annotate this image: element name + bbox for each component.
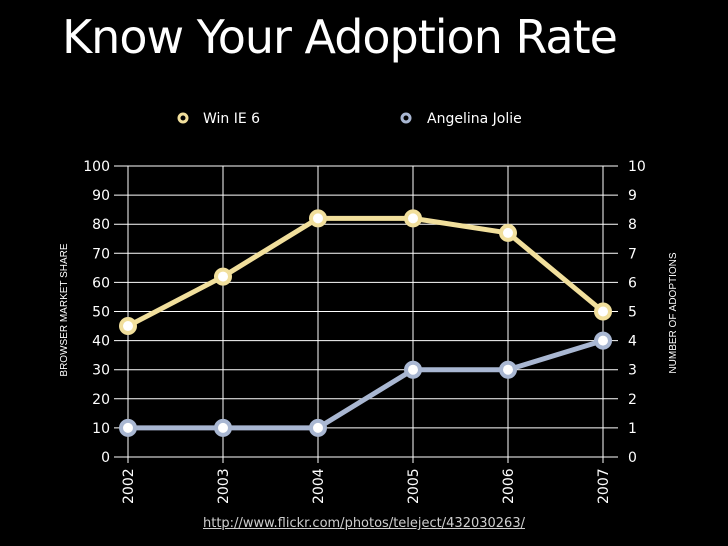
data-point [119,418,137,437]
y-tick-label-left: 10 [92,421,110,437]
y-tick-label-left: 70 [92,246,110,262]
data-point [404,360,422,379]
x-tick-label: 2004 [311,468,327,504]
y-tick-label-left: 60 [92,275,110,291]
y-tick-label-left: 30 [92,363,110,379]
y-tick-label-left: 40 [92,334,110,350]
y-tick-label-right: 8 [628,217,637,233]
y-tick-label-right: 6 [628,275,637,291]
data-point [214,418,232,437]
y-tick-label-right: 0 [628,450,637,466]
y-tick-label-left: 20 [92,392,110,408]
y-tick-label-right: 3 [628,363,637,379]
data-point [309,209,327,228]
x-tick-label: 2005 [406,468,422,504]
legend-marker [177,112,189,124]
data-point [594,302,612,321]
y-tick-label-right: 1 [628,421,637,437]
x-tick-label: 2007 [596,468,612,504]
x-tick-label: 2002 [121,468,137,504]
data-point [214,267,232,286]
legend-label: Win IE 6 [203,111,260,127]
y-tick-label-right: 7 [628,246,637,262]
data-point [594,331,612,350]
x-tick-label: 2006 [501,468,517,504]
data-point [404,209,422,228]
y-tick-label-left: 50 [92,305,110,321]
legend-marker [400,112,412,124]
x-tick-label: 2003 [216,468,232,504]
data-point [309,418,327,437]
y-tick-label-left: 90 [92,188,110,204]
y-tick-label-left: 100 [83,159,110,175]
source-link[interactable]: http://www.flickr.com/photos/teleject/43… [203,516,525,531]
chart-title: Know Your Adoption Rate [62,10,618,64]
y-tick-label-right: 10 [628,159,646,175]
series-line [126,215,605,329]
data-point [499,360,517,379]
y-tick-label-right: 2 [628,392,637,408]
y-tick-label-right: 5 [628,305,637,321]
y-tick-label-left: 80 [92,217,110,233]
y-tick-label-right: 4 [628,334,637,350]
legend-label: Angelina Jolie [427,111,522,127]
data-point [119,317,137,336]
y-tick-label-right: 9 [628,188,637,204]
data-point [499,223,517,242]
y-axis-title-right: NUMBER OF ADOPTIONS [668,252,679,373]
y-tick-label-left: 0 [101,450,110,466]
y-axis-title-left: BROWSER MARKET SHARE [59,243,70,376]
series-line [128,338,604,431]
